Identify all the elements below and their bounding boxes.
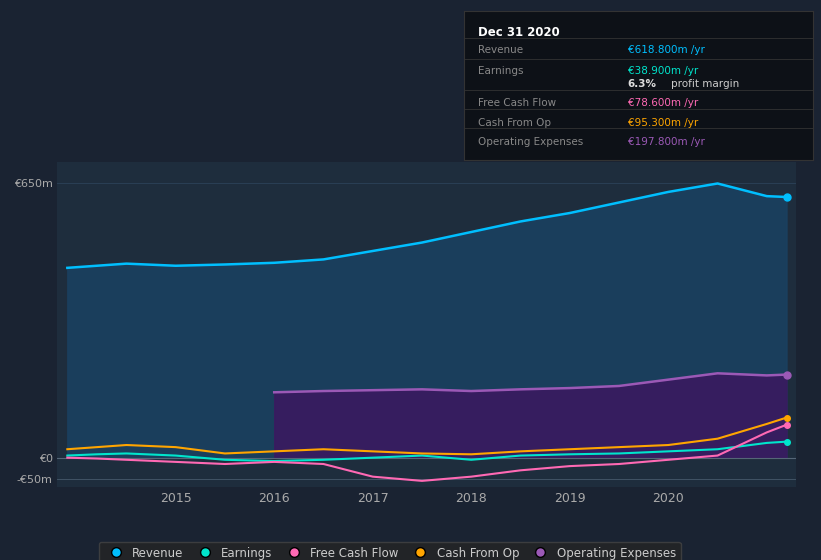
Text: Dec 31 2020: Dec 31 2020 <box>478 26 560 39</box>
Text: Revenue: Revenue <box>478 45 523 55</box>
Text: €78.600m /yr: €78.600m /yr <box>628 98 698 108</box>
Text: €618.800m /yr: €618.800m /yr <box>628 45 704 55</box>
Text: 6.3%: 6.3% <box>628 79 657 89</box>
Text: €197.800m /yr: €197.800m /yr <box>628 137 704 147</box>
Text: Earnings: Earnings <box>478 66 523 76</box>
Text: Operating Expenses: Operating Expenses <box>478 137 583 147</box>
Legend: Revenue, Earnings, Free Cash Flow, Cash From Op, Operating Expenses: Revenue, Earnings, Free Cash Flow, Cash … <box>99 542 681 560</box>
Text: Cash From Op: Cash From Op <box>478 118 551 128</box>
Text: profit margin: profit margin <box>672 79 740 89</box>
Text: €95.300m /yr: €95.300m /yr <box>628 118 698 128</box>
Text: €38.900m /yr: €38.900m /yr <box>628 66 698 76</box>
Text: Free Cash Flow: Free Cash Flow <box>478 98 556 108</box>
